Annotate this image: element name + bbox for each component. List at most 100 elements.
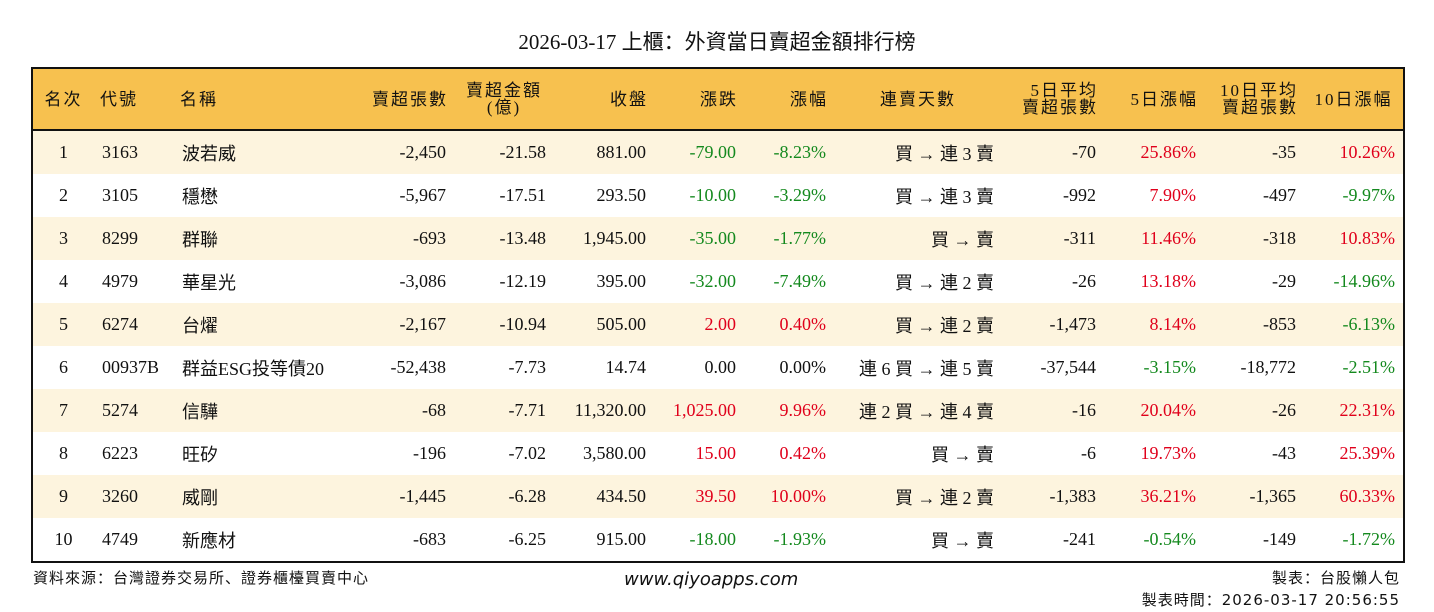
- cell-name: 群益ESG投等債20: [174, 346, 344, 389]
- cell-streak: 買 → 連 3 賣: [834, 130, 1002, 174]
- page-title: 2026-03-17 上櫃：外資當日賣超金額排行榜: [518, 30, 916, 54]
- cell-name: 穩懋: [174, 174, 344, 217]
- cell-sell-volume: -196: [344, 432, 454, 475]
- cell-change-pct: -7.49%: [744, 260, 834, 303]
- cell-pct5: 7.90%: [1104, 174, 1204, 217]
- cell-sell-amount: -7.71: [454, 389, 554, 432]
- header-rank: 名次: [32, 68, 94, 131]
- cell-pct10: -9.97%: [1304, 174, 1404, 217]
- cell-code: 6274: [94, 303, 174, 346]
- header-name: 名稱: [174, 68, 344, 131]
- cell-close: 14.74: [554, 346, 654, 389]
- cell-change-pct: 0.40%: [744, 303, 834, 346]
- cell-pct10: -6.13%: [1304, 303, 1404, 346]
- cell-sell-volume: -3,086: [344, 260, 454, 303]
- cell-rank: 8: [32, 432, 94, 475]
- data-source: 資料來源：台灣證券交易所、證券櫃檯買賣中心: [33, 569, 370, 587]
- cell-pct5: -3.15%: [1104, 346, 1204, 389]
- cell-sell-amount: -6.28: [454, 475, 554, 518]
- cell-close: 3,580.00: [554, 432, 654, 475]
- cell-rank: 10: [32, 518, 94, 562]
- cell-rank: 6: [32, 346, 94, 389]
- header-change: 漲跌: [654, 68, 744, 131]
- cell-pct5: 19.73%: [1104, 432, 1204, 475]
- cell-name: 威剛: [174, 475, 344, 518]
- cell-sell-amount: -7.02: [454, 432, 554, 475]
- table-row: 9 3260 威剛 -1,445 -6.28 434.50 39.50 10.00% 買 → 連…: [32, 475, 1404, 518]
- cell-streak: 買 → 連 2 賣: [834, 303, 1002, 346]
- header-code: 代號: [94, 68, 174, 131]
- cell-avg10-volume: -1,365: [1204, 475, 1304, 518]
- cell-avg10-volume: -35: [1204, 130, 1304, 174]
- cell-change-pct: -1.93%: [744, 518, 834, 562]
- cell-name: 信驊: [174, 389, 344, 432]
- cell-sell-volume: -1,445: [344, 475, 454, 518]
- cell-name: 台燿: [174, 303, 344, 346]
- cell-avg5-volume: -70: [1002, 130, 1104, 174]
- header-streak: 連賣天數: [834, 68, 1002, 131]
- cell-code: 4749: [94, 518, 174, 562]
- cell-close: 1,945.00: [554, 217, 654, 260]
- cell-close: 881.00: [554, 130, 654, 174]
- cell-avg5-volume: -311: [1002, 217, 1104, 260]
- cell-sell-amount: -17.51: [454, 174, 554, 217]
- cell-code: 5274: [94, 389, 174, 432]
- cell-rank: 7: [32, 389, 94, 432]
- table-row: 4 4979 華星光 -3,086 -12.19 395.00 -32.00 -7.49% 買 …: [32, 260, 1404, 303]
- cell-code: 3163: [94, 130, 174, 174]
- cell-close: 434.50: [554, 475, 654, 518]
- cell-change-pct: 9.96%: [744, 389, 834, 432]
- cell-avg5-volume: -37,544: [1002, 346, 1104, 389]
- cell-change-pct: 0.42%: [744, 432, 834, 475]
- cell-pct10: -2.51%: [1304, 346, 1404, 389]
- cell-avg5-volume: -241: [1002, 518, 1104, 562]
- cell-pct10: 22.31%: [1304, 389, 1404, 432]
- header-pct5: 5日漲幅: [1104, 68, 1204, 131]
- header-sell-amount: 賣超金額 (億): [454, 68, 554, 131]
- cell-sell-amount: -7.73: [454, 346, 554, 389]
- cell-avg5-volume: -26: [1002, 260, 1104, 303]
- cell-avg10-volume: -18,772: [1204, 346, 1304, 389]
- cell-pct10: -14.96%: [1304, 260, 1404, 303]
- cell-streak: 買 → 連 3 賣: [834, 174, 1002, 217]
- table-row: 10 4749 新應材 -683 -6.25 915.00 -18.00 -1.93% 買 → …: [32, 518, 1404, 562]
- cell-rank: 4: [32, 260, 94, 303]
- cell-sell-amount: -21.58: [454, 130, 554, 174]
- cell-close: 395.00: [554, 260, 654, 303]
- cell-sell-volume: -2,167: [344, 303, 454, 346]
- cell-streak: 買 → 賣: [834, 518, 1002, 562]
- generated-time: 製表時間：2026-03-17 20:56:55: [1141, 591, 1400, 609]
- cell-pct5: 11.46%: [1104, 217, 1204, 260]
- cell-code: 00937B: [94, 346, 174, 389]
- table-row: 3 8299 群聯 -693 -13.48 1,945.00 -35.00 -1.77% 買 →…: [32, 217, 1404, 260]
- cell-avg10-volume: -26: [1204, 389, 1304, 432]
- cell-code: 8299: [94, 217, 174, 260]
- cell-change: 2.00: [654, 303, 744, 346]
- website-link[interactable]: www.qiyoapps.com: [624, 569, 799, 590]
- cell-sell-volume: -52,438: [344, 346, 454, 389]
- header-sell-volume: 賣超張數: [344, 68, 454, 131]
- cell-rank: 9: [32, 475, 94, 518]
- cell-streak: 買 → 連 2 賣: [834, 475, 1002, 518]
- cell-sell-volume: -2,450: [344, 130, 454, 174]
- cell-change-pct: -1.77%: [744, 217, 834, 260]
- cell-change: 39.50: [654, 475, 744, 518]
- cell-pct5: 25.86%: [1104, 130, 1204, 174]
- cell-pct5: 8.14%: [1104, 303, 1204, 346]
- cell-code: 3105: [94, 174, 174, 217]
- cell-rank: 3: [32, 217, 94, 260]
- cell-rank: 2: [32, 174, 94, 217]
- header-row: 名次 代號 名稱 賣超張數 賣超金額 (億) 收盤 漲跌 漲幅 連賣天數 5日平均 賣超張數 5日漲…: [32, 68, 1404, 131]
- cell-sell-volume: -683: [344, 518, 454, 562]
- cell-name: 波若威: [174, 130, 344, 174]
- cell-pct5: 13.18%: [1104, 260, 1204, 303]
- header-pct10: 10日漲幅: [1304, 68, 1404, 131]
- table-row: 7 5274 信驊 -68 -7.71 11,320.00 1,025.00 9.96% 連 2…: [32, 389, 1404, 432]
- cell-sell-volume: -68: [344, 389, 454, 432]
- cell-sell-amount: -10.94: [454, 303, 554, 346]
- cell-pct10: -1.72%: [1304, 518, 1404, 562]
- cell-change-pct: -8.23%: [744, 130, 834, 174]
- cell-avg5-volume: -16: [1002, 389, 1104, 432]
- cell-pct10: 25.39%: [1304, 432, 1404, 475]
- cell-avg10-volume: -43: [1204, 432, 1304, 475]
